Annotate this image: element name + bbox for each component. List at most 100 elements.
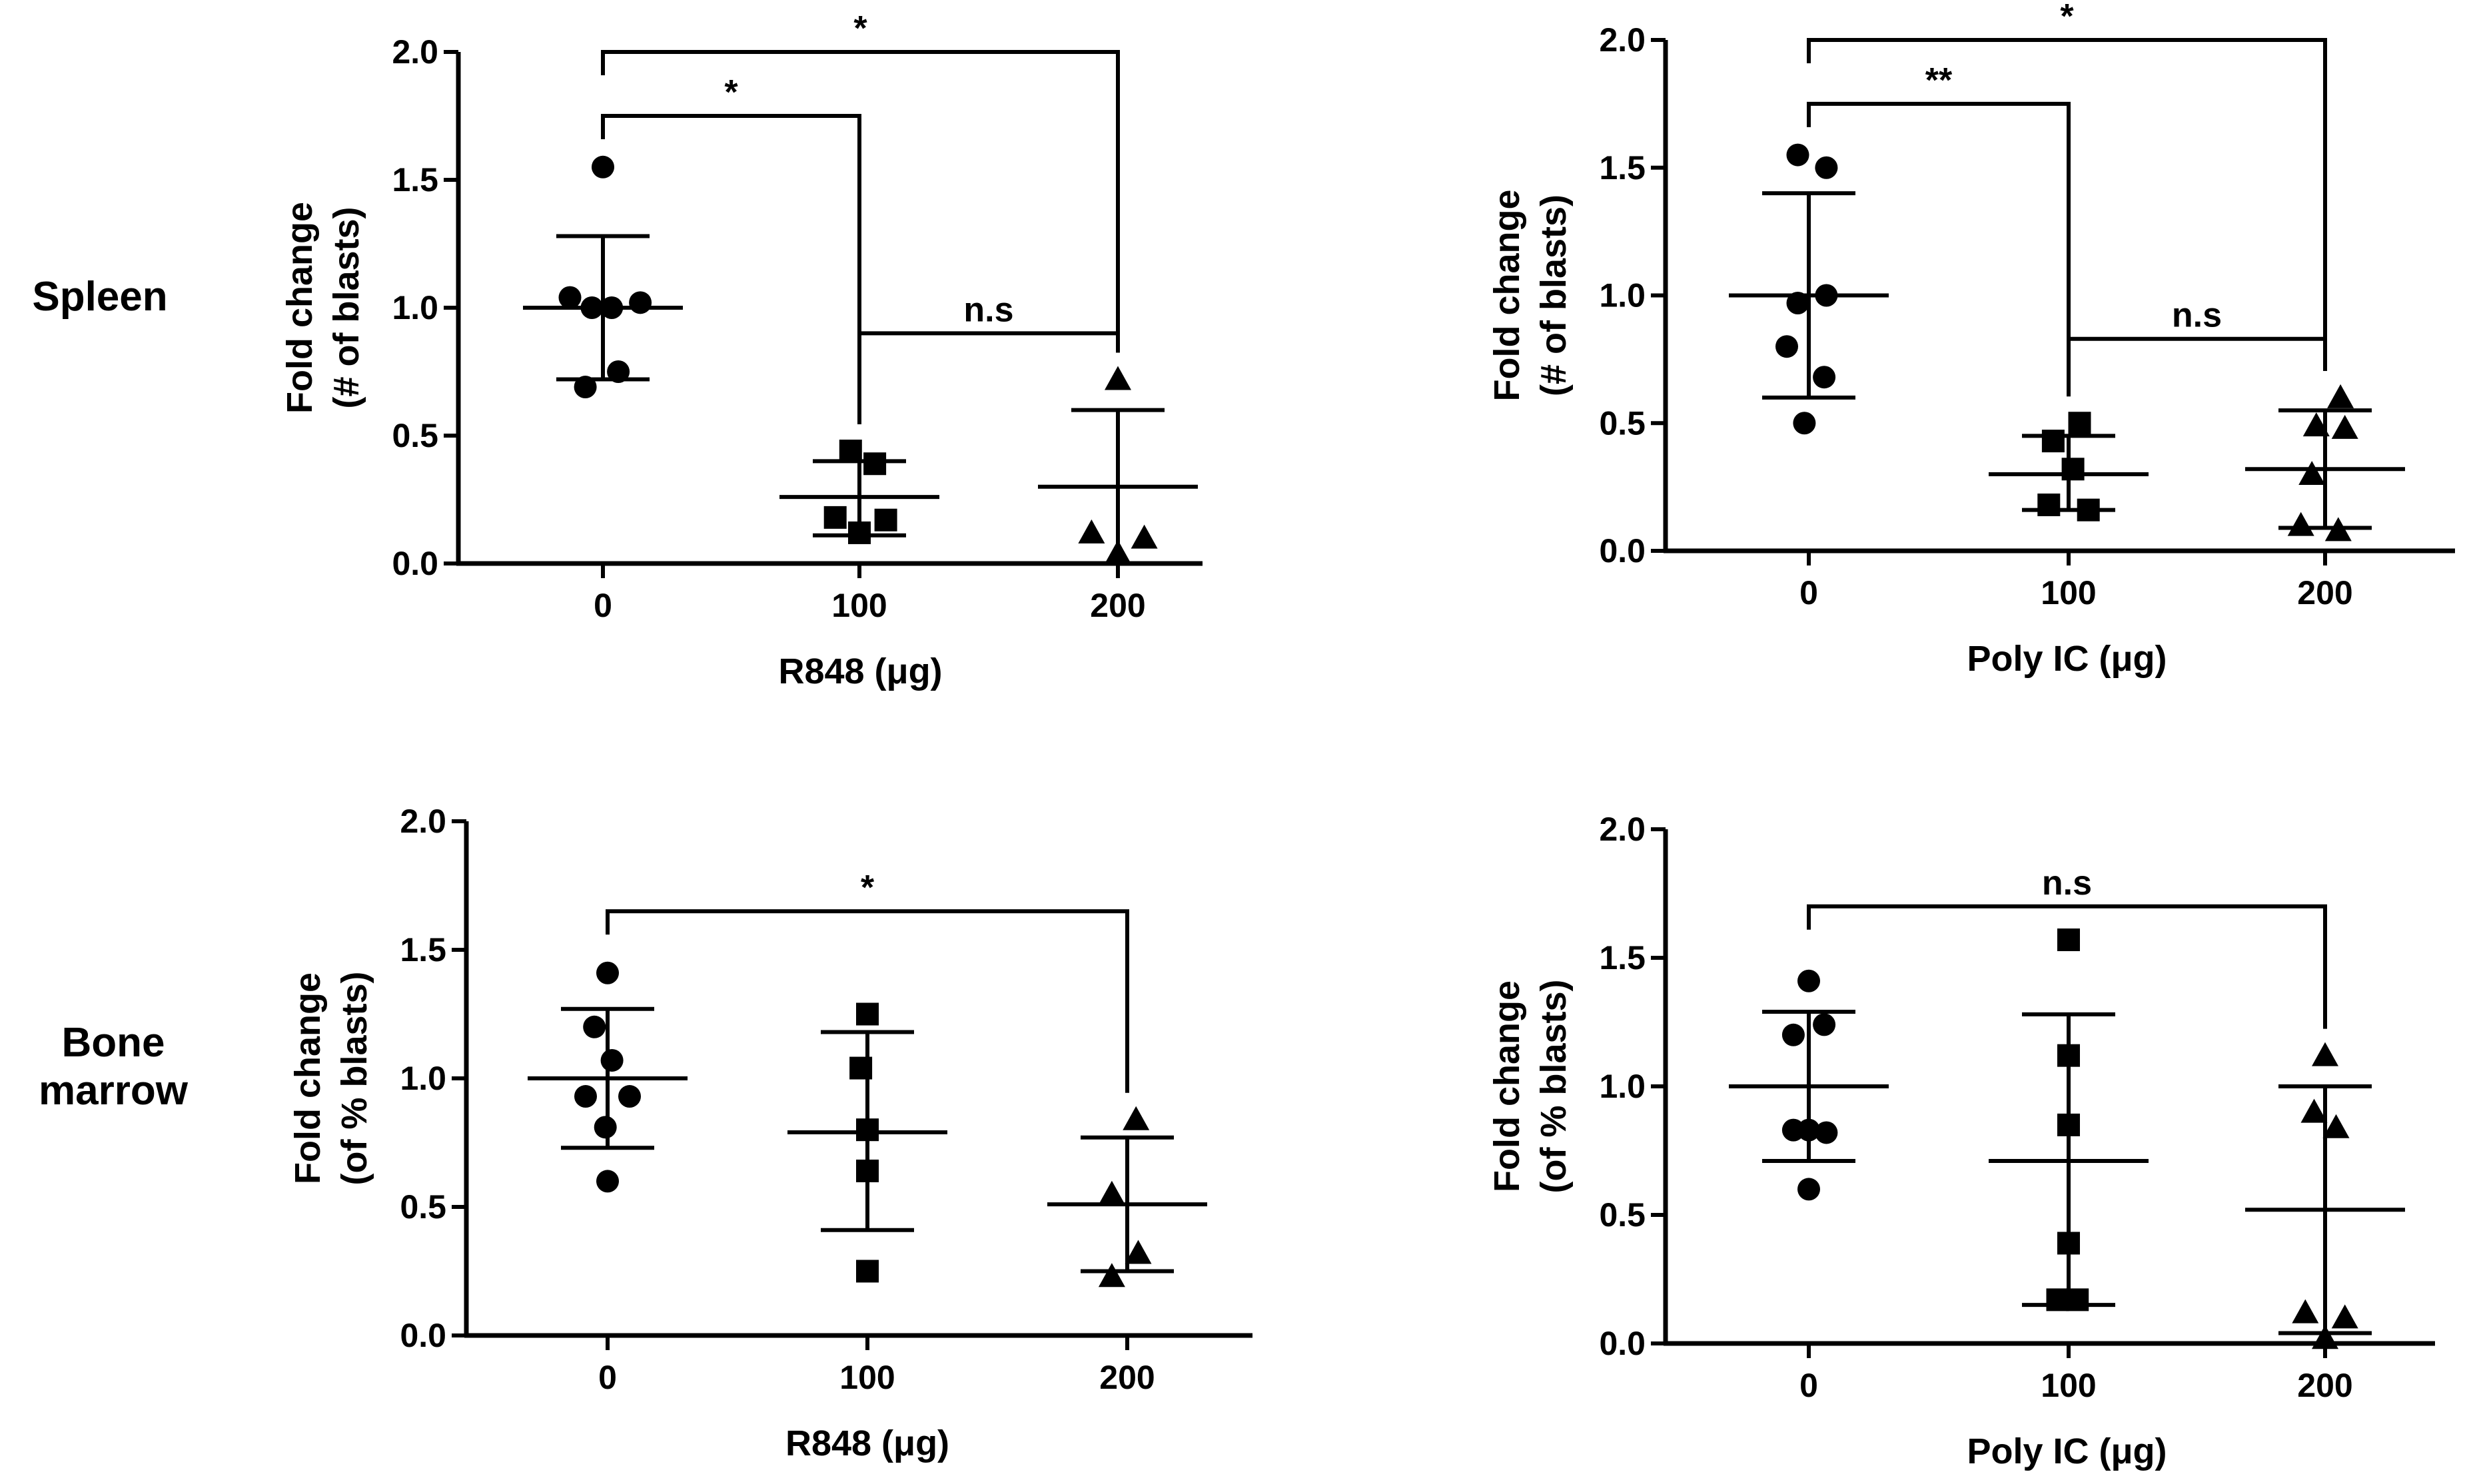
data-point-circle: [1815, 1121, 1838, 1144]
significance-bracket: [1807, 101, 2071, 397]
significance-bracket: [857, 331, 1120, 357]
data-point-square: [2066, 1288, 2089, 1311]
significance-bracket: [601, 114, 861, 425]
data-point-circle: [1797, 1118, 1820, 1142]
y-axis-label-line1: Fold change: [1487, 980, 1527, 1192]
significance-label: *: [853, 9, 867, 48]
data-point-triangle: [2331, 414, 2358, 439]
data-point-square: [823, 506, 847, 529]
data-point-square: [849, 1056, 873, 1080]
data-point-square: [2068, 412, 2091, 435]
data-point-circle: [596, 961, 619, 984]
x-axis-label: Poly IC (μg): [1967, 639, 2167, 679]
x-tick-label: 200: [1099, 1359, 1155, 1396]
data-point-circle: [558, 286, 582, 309]
data-point-circle: [600, 296, 624, 319]
data-point-triangle: [1105, 540, 1131, 564]
significance-label: *: [724, 73, 738, 112]
significance-label: n.s: [2042, 864, 2092, 903]
data-point-square: [856, 1118, 879, 1142]
significance-bracket: [1807, 38, 2327, 371]
data-point-triangle: [2327, 384, 2354, 408]
y-axis-label-line1: Fold change: [280, 202, 320, 414]
x-tick-label: 100: [2041, 1367, 2096, 1404]
y-tick-label: 0.0: [400, 1317, 446, 1354]
x-tick-label: 0: [1799, 1367, 1818, 1404]
y-tick-label: 0.5: [400, 1188, 446, 1226]
data-point-triangle: [2312, 1325, 2338, 1349]
data-point-circle: [1781, 1023, 1805, 1046]
data-point-square: [848, 521, 871, 544]
y-axis-label-line1: Fold change: [288, 972, 328, 1184]
data-point-square: [863, 452, 887, 476]
data-point-square: [856, 1159, 879, 1182]
data-point-triangle: [1125, 1240, 1152, 1264]
data-point-square: [839, 440, 862, 463]
row-label-bone-marrow: Bone marrow: [13, 1019, 213, 1115]
y-tick-label: 1.5: [392, 161, 438, 198]
data-point-circle: [574, 376, 597, 399]
y-tick-label: 2.0: [1599, 21, 1646, 59]
y-tick-label: 0.0: [1599, 1325, 1646, 1362]
x-axis-label: Poly IC (μg): [1967, 1431, 2167, 1471]
chart-panel-marrow-polyic: 0.0 0.5 1.0 1.5 2.0 0 100 200 Poly IC (μg) Fold c…: [1487, 811, 2435, 1471]
data-point-triangle: [2324, 517, 2352, 542]
data-point-circle: [594, 1116, 617, 1139]
x-tick-label: 0: [598, 1359, 617, 1396]
significance-bracket: [606, 909, 1129, 1093]
data-point-triangle: [1098, 1263, 1125, 1288]
significance-label: **: [1925, 61, 1953, 100]
y-tick-label: 1.0: [1599, 277, 1646, 314]
y-tick-label: 1.0: [392, 289, 438, 326]
y-tick-label: 1.5: [400, 931, 446, 968]
x-tick-label: 200: [1090, 587, 1145, 624]
data-point-circle: [583, 1015, 606, 1038]
data-point-circle: [629, 291, 652, 314]
y-axis-label-line2: (# of blasts): [326, 206, 366, 408]
data-point-circle: [1786, 143, 1809, 167]
data-point-triangle: [1098, 1180, 1125, 1205]
y-axis-label-line2: (# of blasts): [1534, 194, 1574, 396]
data-point-circle: [1786, 292, 1809, 315]
data-point-circle: [600, 1048, 624, 1072]
data-point-square: [856, 1002, 879, 1026]
y-tick-label: 1.0: [1599, 1068, 1646, 1105]
data-point-triangle: [1123, 1106, 1150, 1130]
significance-label: n.s: [963, 290, 1013, 329]
x-tick-label: 0: [594, 587, 612, 624]
y-axis-label-line1: Fold change: [1487, 189, 1527, 401]
data-point-triangle: [2331, 1304, 2358, 1329]
data-point-triangle: [1131, 524, 1158, 549]
data-point-circle: [596, 1170, 619, 1193]
data-point-triangle: [2322, 1114, 2350, 1138]
y-axis-label-line2: (of % blasts): [1534, 979, 1574, 1193]
data-point-square: [2057, 1044, 2080, 1067]
x-tick-label: 100: [839, 1359, 895, 1396]
data-point-square: [2061, 458, 2085, 481]
data-point-triangle: [2292, 1299, 2319, 1323]
significance-bracket: [2067, 336, 2327, 371]
x-tick-label: 200: [2297, 574, 2352, 611]
data-point-circle: [1793, 412, 1816, 435]
significance-label: n.s: [2172, 296, 2222, 335]
significance-label: *: [2060, 0, 2074, 36]
data-point-triangle: [2312, 1042, 2338, 1066]
data-point-square: [2037, 493, 2061, 516]
data-point-square: [2057, 1113, 2080, 1136]
data-point-circle: [607, 360, 630, 383]
row-label-bone-marrow-line2: marrow: [39, 1068, 188, 1114]
data-point-square: [874, 508, 897, 532]
x-tick-label: 0: [1799, 574, 1818, 611]
y-axis-label-line2: (of % blasts): [334, 971, 374, 1185]
data-point-circle: [1815, 156, 1838, 179]
y-tick-label: 1.0: [400, 1060, 446, 1097]
y-tick-label: 0.0: [1599, 532, 1646, 569]
data-point-triangle: [2287, 512, 2314, 536]
x-tick-label: 100: [831, 587, 887, 624]
data-point-circle: [1797, 1178, 1820, 1201]
y-tick-label: 0.5: [392, 417, 438, 454]
row-label-bone-marrow-line1: Bone: [61, 1020, 165, 1066]
row-label-spleen: Spleen: [32, 274, 168, 320]
y-tick-label: 2.0: [400, 803, 446, 840]
